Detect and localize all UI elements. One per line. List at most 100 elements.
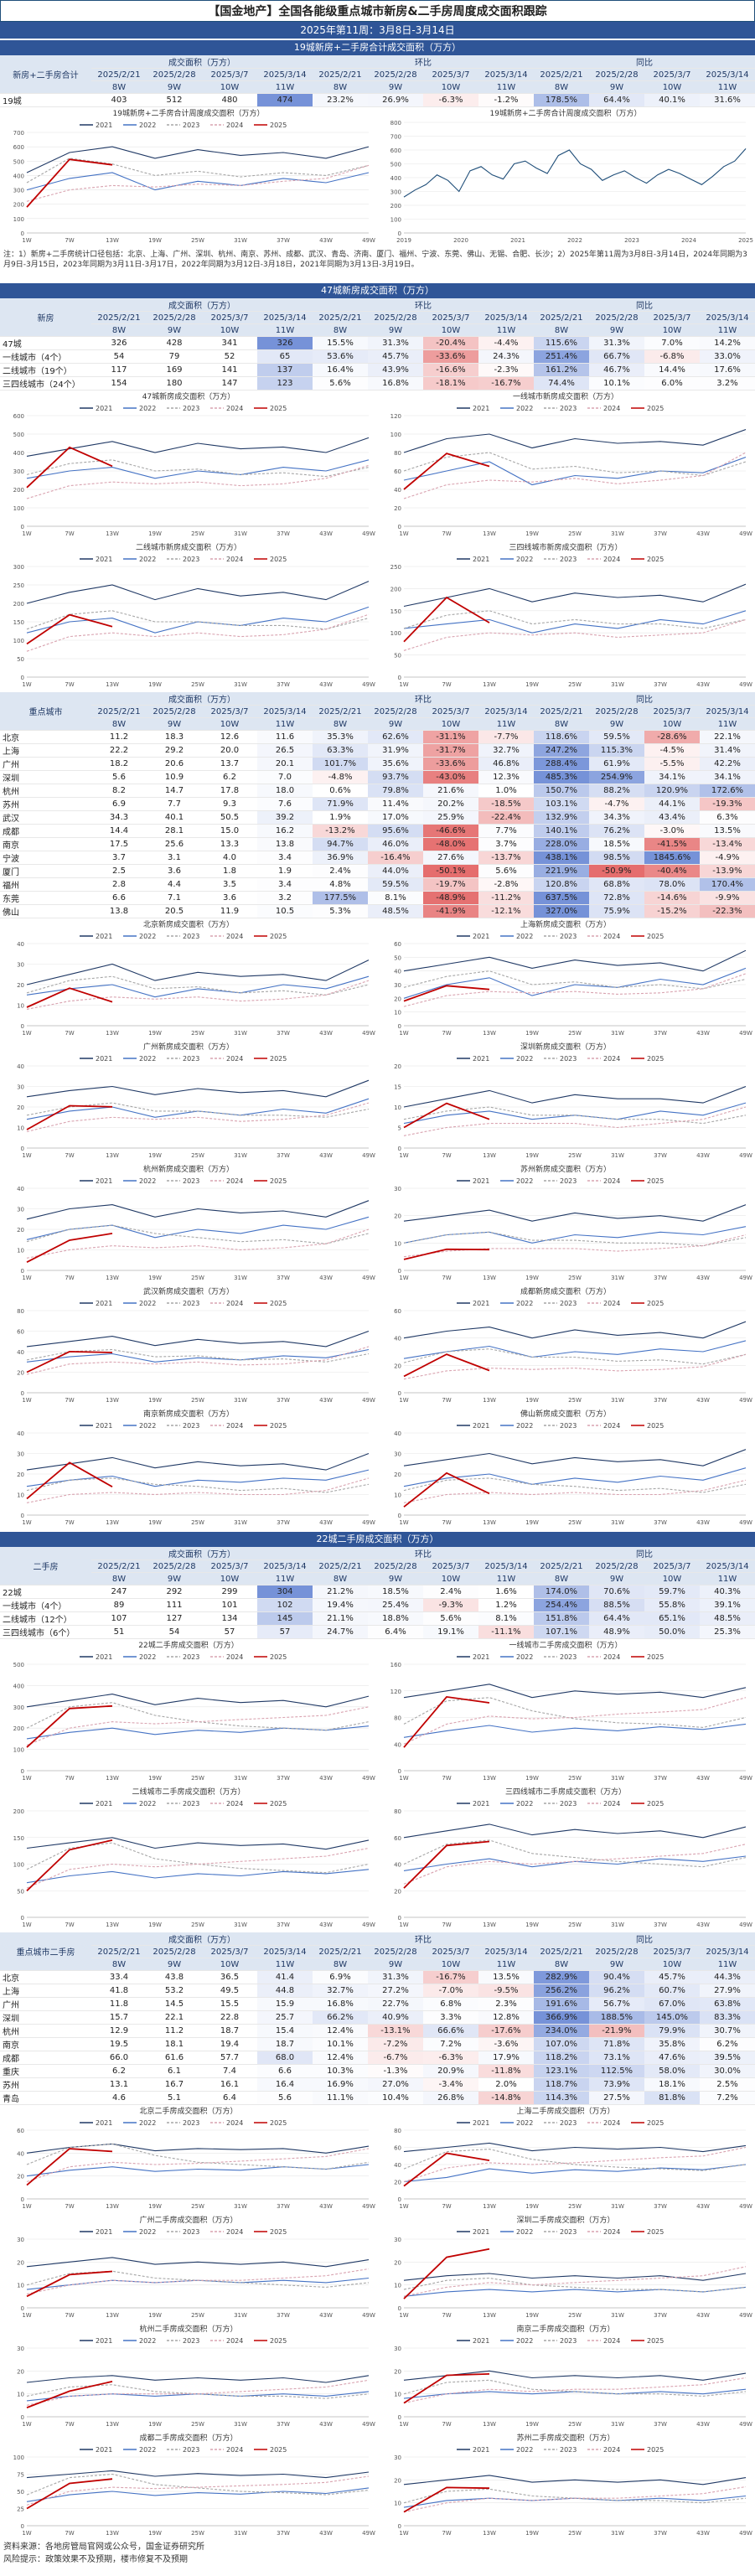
- date-row: 2025/2/21 2025/2/28 2025/3/7 2025/3/14 2025/…: [0, 705, 755, 718]
- cell: 27.2%: [368, 1984, 423, 1998]
- legend-label: 2023: [560, 1653, 577, 1661]
- cell: -7.0%: [423, 1984, 478, 1998]
- series-line: [26, 2381, 113, 2408]
- week-row: 8W 9W 10W 11W 8W 9W 10W 11W 8W 9W 10W 11W: [0, 80, 755, 94]
- table-row: 二线城市（12个） 107 127 134 145 21.1% 18.8% 5.6% 8.1% 1…: [0, 1611, 755, 1626]
- x-tick-label: 49W: [739, 681, 752, 688]
- cell: 256.2%: [534, 1984, 589, 1998]
- x-tick-label: 25W: [568, 2312, 582, 2319]
- legend-label: 2022: [516, 1177, 533, 1185]
- x-tick-label: 43W: [696, 1397, 710, 1404]
- row-label: 22城: [0, 1585, 91, 1599]
- week-header: 11W: [478, 717, 534, 731]
- data-table: 二手房 成交面积（万方） 环比 同比 2025/2/21 2025/2/28 2025/3/…: [0, 1547, 755, 1639]
- source: 资料来源：各地房管局官网或公众号，国金证券研究所: [3, 2542, 204, 2552]
- cell: 6.9%: [313, 1970, 368, 1984]
- series-line: [403, 1467, 747, 1487]
- week-header: 8W: [313, 80, 368, 94]
- week-header: 11W: [700, 80, 755, 94]
- row-label: 上海: [0, 743, 91, 758]
- cell: 61.6: [147, 2051, 202, 2065]
- series-line: [26, 146, 370, 173]
- cell: 71.8%: [589, 2037, 644, 2051]
- cell: 438.1%: [534, 851, 589, 865]
- section-title: 47城新房成交面积（万方）: [0, 283, 755, 298]
- series-line: [403, 596, 490, 643]
- cell: 40.9%: [368, 2010, 423, 2025]
- x-tick-label: 43W: [319, 1152, 333, 1159]
- cell: -41.5%: [644, 837, 700, 851]
- chart-title: 47城新房成交面积（万方）: [142, 391, 235, 401]
- x-tick-label: 25W: [191, 1922, 204, 1928]
- series-line: [26, 975, 370, 996]
- legend-label: 2025: [647, 1422, 664, 1430]
- x-tick-label: 1W: [399, 1275, 408, 1281]
- cell: 11.2: [147, 2024, 202, 2038]
- x-tick-label: 13W: [106, 2530, 119, 2537]
- y-tick-label: 150: [13, 1835, 24, 1842]
- date-header: 2025/3/7: [644, 68, 700, 81]
- cell: -50.1%: [423, 864, 478, 878]
- y-tick-label: 40: [394, 969, 401, 975]
- chart: 北京二手房成交面积（万方） 2021 2022 2023 2024 2025 0 20 40 60…: [17, 2106, 375, 2210]
- cell: 88.5%: [589, 1598, 644, 1612]
- cell: 31.3%: [368, 1970, 423, 1984]
- cell: 46.8%: [478, 757, 534, 771]
- cell: 3.2: [257, 891, 313, 905]
- x-tick-label: 43W: [696, 1775, 710, 1782]
- y-tick-label: 40: [17, 1430, 24, 1437]
- legend-label: 2022: [516, 1800, 533, 1808]
- y-tick-label: 40: [394, 1336, 401, 1342]
- y-tick-label: 20: [394, 1363, 401, 1369]
- legend-label: 2022: [139, 1177, 156, 1185]
- week-header: 8W: [91, 717, 147, 731]
- group-header: 成交面积（万方）: [91, 1547, 313, 1560]
- legend-label: 2021: [96, 2337, 112, 2345]
- cell: 24.7%: [313, 1625, 368, 1639]
- week-header: 10W: [423, 1572, 478, 1585]
- x-tick-label: 43W: [319, 2312, 333, 2319]
- legend-label: 2022: [516, 1055, 533, 1063]
- cell: 18.1: [147, 2037, 202, 2051]
- legend-label: 2021: [473, 1177, 489, 1185]
- y-tick-label: 20: [394, 2180, 401, 2186]
- series-line: [403, 973, 747, 1007]
- cell: 96.2%: [589, 1984, 644, 1998]
- cell: 3.4: [257, 851, 313, 865]
- cell: 34.1%: [644, 770, 700, 784]
- x-tick-label: 49W: [739, 1030, 752, 1037]
- cell: 28.1: [147, 824, 202, 838]
- cell: 480: [202, 93, 257, 107]
- y-tick-label: 50: [394, 954, 401, 961]
- week-header: 9W: [368, 1958, 423, 1971]
- data-table: 新房+二手房合计 成交面积（万方） 环比 同比 2025/2/21 2025/2/28 20…: [0, 55, 755, 107]
- cell: 79.9%: [644, 2024, 700, 2038]
- x-tick-label: 7W: [442, 1397, 451, 1404]
- cell: 10.4%: [368, 2091, 423, 2105]
- legend-label: 2022: [139, 2228, 156, 2236]
- legend-label: 2024: [226, 1300, 243, 1307]
- series-line: [26, 464, 370, 499]
- cell: 25.4%: [368, 1598, 423, 1612]
- row-label: 三四线城市（24个）: [0, 376, 91, 391]
- cell: 47.6%: [644, 2051, 700, 2065]
- cell: 20.6: [147, 757, 202, 771]
- table-row: 三四线城市（24个） 154 180 147 123 5.6% 16.8% -18.1% -16…: [0, 376, 755, 391]
- y-tick-label: 20: [394, 996, 401, 1002]
- cell: -6.8%: [644, 349, 700, 364]
- y-tick-label: 0: [398, 1513, 401, 1519]
- group-header: 同比: [534, 298, 755, 312]
- cell: 123.1%: [534, 2064, 589, 2078]
- y-tick-label: 500: [13, 158, 24, 165]
- cell: -11.2%: [478, 891, 534, 905]
- cell: -1.2%: [478, 93, 534, 107]
- legend-label: 2025: [647, 2337, 664, 2345]
- y-tick-label: 0: [21, 2305, 24, 2312]
- week-header: 10W: [202, 80, 257, 94]
- series-line: [403, 1823, 747, 1839]
- cell: 15.5: [202, 1997, 257, 2011]
- cell: 65.1%: [644, 1611, 700, 1626]
- cell: 22.8: [202, 2010, 257, 2025]
- group-header: 同比: [534, 1547, 755, 1560]
- legend-label: 2025: [647, 556, 664, 563]
